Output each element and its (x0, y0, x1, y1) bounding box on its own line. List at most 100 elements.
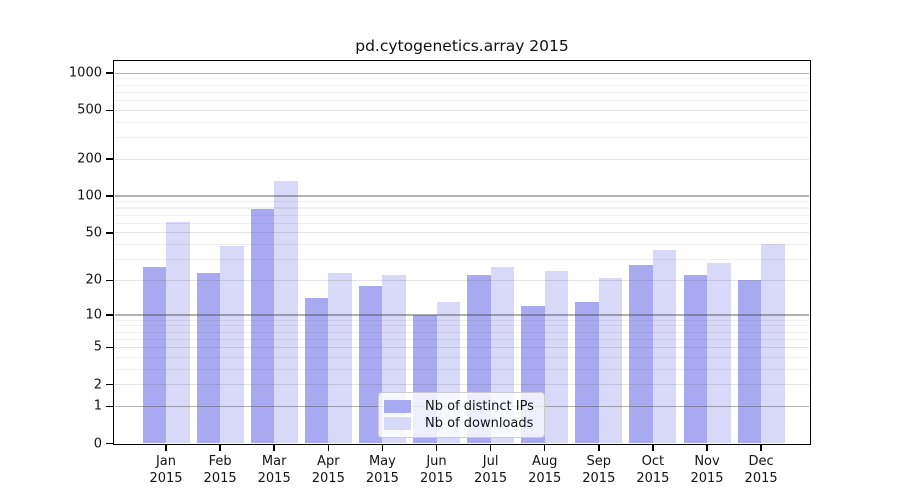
x-tick-label-month: May (368, 454, 396, 469)
y-minor-gridline (114, 325, 810, 327)
x-tick-label-month: Jan (155, 454, 177, 469)
y-tick (106, 442, 113, 445)
y-tick-label: 10 (85, 307, 102, 323)
x-tick-label: May 2015 (354, 454, 410, 487)
bar-downloads (220, 245, 244, 444)
legend-item-distinct-ips: Nb of distinct IPs (384, 399, 536, 414)
x-tick-label-month: Jul (482, 454, 499, 469)
legend-swatch-downloads (384, 417, 411, 430)
x-tick (489, 445, 492, 451)
y-minor-gridline (114, 207, 810, 209)
chart-title: pd.cytogenetics.array 2015 (355, 37, 569, 55)
x-tick (760, 445, 762, 451)
bar-downloads (544, 270, 569, 444)
bar-distinct-ips (250, 209, 275, 444)
bar-distinct-ips (737, 280, 762, 444)
y-tick (106, 109, 113, 112)
y-gridline (114, 383, 810, 386)
x-tick-label-year: 2015 (474, 470, 508, 486)
x-tick-label-year: 2015 (419, 470, 454, 486)
y-minor-gridline (114, 121, 810, 123)
x-tick-label: Aug 2015 (517, 454, 573, 487)
y-tick-label: 500 (77, 102, 102, 118)
x-tick-label: Jul 2015 (463, 454, 519, 487)
x-tick-label-month: Oct (641, 454, 665, 469)
x-tick-label-year: 2015 (257, 470, 291, 486)
y-minor-gridline (114, 100, 810, 102)
y-tick (106, 195, 113, 197)
legend-swatch-distinct-ips (384, 400, 411, 413)
bar-downloads (328, 273, 352, 444)
bar-distinct-ips (575, 302, 599, 444)
y-tick-label: 1 (93, 398, 102, 414)
x-tick-label-month: Jun (426, 454, 447, 469)
y-tick (106, 405, 113, 408)
x-tick (273, 445, 275, 451)
legend: Nb of distinct IPs Nb of downloads (378, 392, 545, 438)
y-tick (106, 158, 113, 161)
y-minor-gridline (114, 338, 810, 340)
y-minor-gridline (114, 331, 810, 333)
x-tick (381, 445, 384, 451)
y-minor-gridline (114, 214, 810, 216)
y-minor-gridline (114, 78, 810, 80)
x-tick-label-year: 2015 (582, 470, 616, 486)
x-tick-label: Nov 2015 (679, 454, 735, 487)
y-tick (106, 314, 113, 316)
y-minor-gridline (114, 368, 810, 370)
bar-distinct-ips (142, 266, 166, 444)
bar-distinct-ips (304, 298, 329, 444)
y-gridline (114, 195, 810, 197)
y-gridline (114, 158, 810, 160)
y-minor-gridline (114, 91, 810, 93)
bar-downloads (166, 222, 190, 444)
y-tick (106, 231, 113, 234)
y-minor-gridline (114, 222, 810, 224)
bar-distinct-ips (196, 273, 221, 444)
y-tick-label: 20 (85, 272, 102, 288)
y-tick-label: 2 (93, 377, 102, 393)
x-tick-label-month: Aug (531, 454, 558, 469)
x-tick-label: Sep 2015 (571, 454, 627, 487)
y-minor-gridline (114, 201, 810, 203)
x-tick-label-year: 2015 (636, 470, 670, 486)
y-tick (106, 72, 113, 75)
x-tick (327, 445, 330, 451)
x-tick-label: Dec 2015 (733, 454, 789, 487)
y-tick (106, 346, 113, 349)
y-minor-gridline (114, 137, 810, 139)
y-gridline (114, 72, 810, 74)
x-tick-label: Mar 2015 (246, 454, 302, 487)
x-tick-label: Oct 2015 (625, 454, 681, 487)
x-tick-label-month: Sep (586, 454, 612, 469)
x-tick-label: Apr 2015 (300, 454, 356, 487)
x-tick-label: Jan 2015 (138, 454, 194, 487)
x-tick-label-month: Mar (261, 454, 287, 469)
bar-downloads (707, 263, 731, 444)
x-tick-label-month: Dec (748, 454, 774, 469)
x-tick-label-month: Apr (317, 454, 340, 469)
x-tick (706, 445, 708, 451)
y-tick-label: 100 (77, 188, 102, 204)
x-tick (543, 445, 546, 451)
legend-label-downloads: Nb of downloads (425, 416, 534, 431)
y-gridline (114, 232, 810, 234)
y-minor-gridline (114, 84, 810, 86)
y-tick-label: 5 (93, 339, 102, 355)
x-tick-label-year: 2015 (690, 470, 724, 486)
y-minor-gridline (114, 258, 810, 260)
y-minor-gridline (114, 243, 810, 246)
x-tick (435, 445, 438, 451)
y-tick (106, 279, 113, 282)
bar-downloads (652, 249, 677, 444)
y-tick (106, 383, 113, 386)
legend-label-distinct-ips: Nb of distinct IPs (425, 399, 534, 414)
legend-item-downloads: Nb of downloads (384, 416, 536, 431)
x-tick (219, 445, 221, 451)
x-tick-label-month: Nov (694, 454, 720, 469)
bar-distinct-ips (629, 264, 653, 444)
x-tick (652, 445, 654, 451)
x-tick-label: Feb 2015 (192, 454, 248, 487)
y-gridline (114, 346, 810, 348)
